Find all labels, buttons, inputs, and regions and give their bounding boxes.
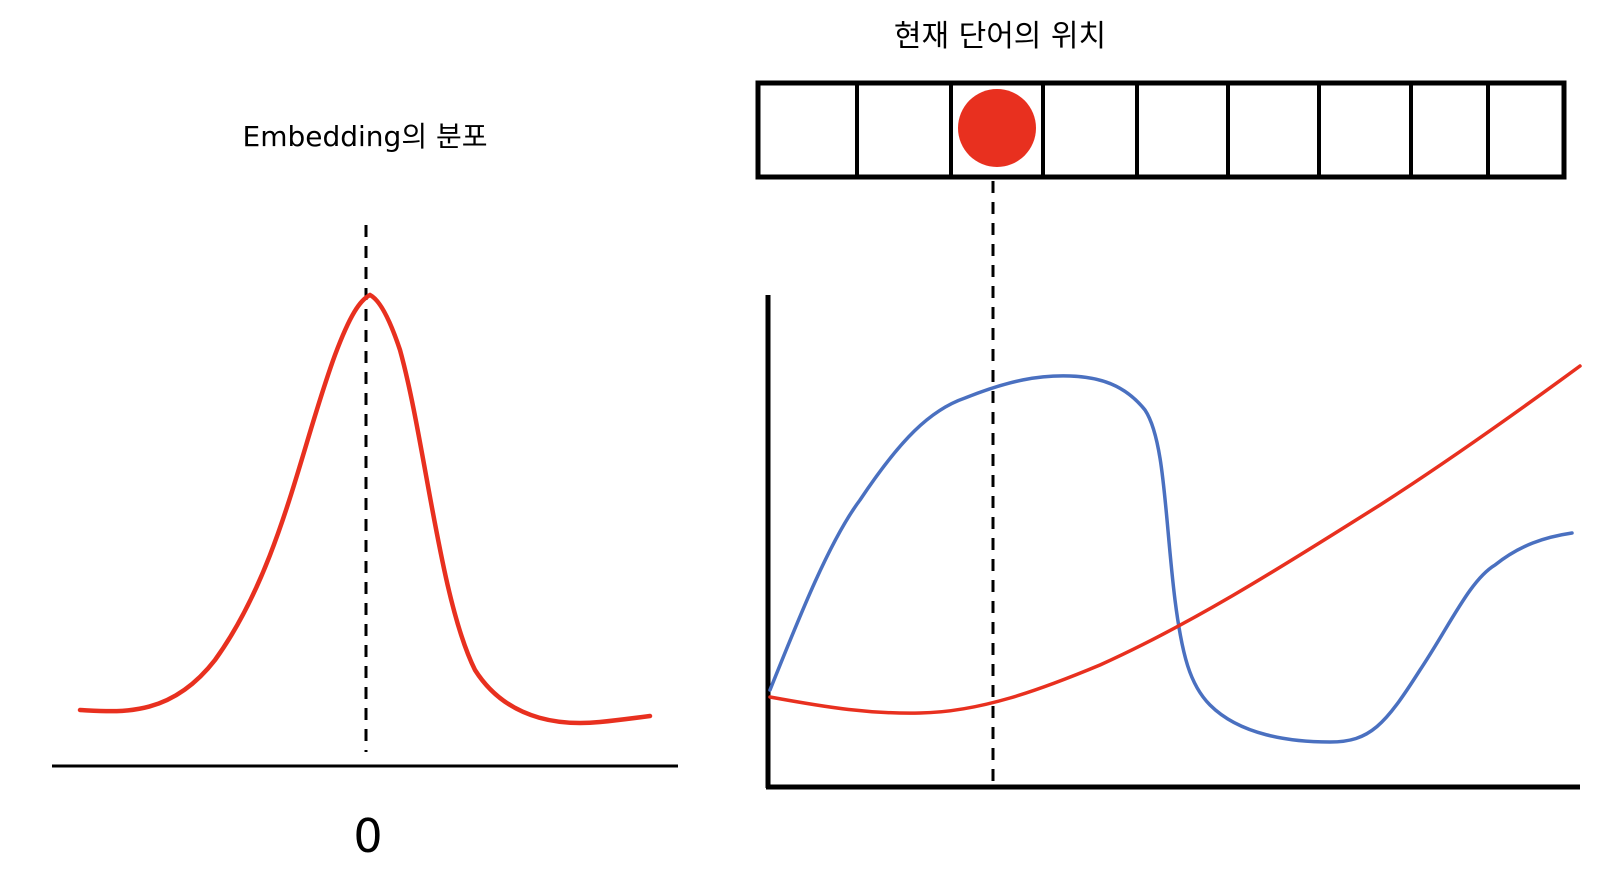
left-title: Embedding의 분포 (243, 120, 488, 153)
left-panel: Embedding의 분포 0 (52, 120, 678, 863)
red-curve (768, 364, 1582, 715)
embedding-distribution-curve (77, 292, 653, 726)
current-word-marker (958, 89, 1036, 167)
zero-label: 0 (353, 809, 382, 863)
blue-curve (768, 374, 1574, 744)
strip-border (755, 80, 1567, 180)
right-panel: 현재 단어의 위치 (755, 19, 1582, 790)
right-title: 현재 단어의 위치 (894, 19, 1106, 54)
word-position-strip (755, 80, 1567, 180)
